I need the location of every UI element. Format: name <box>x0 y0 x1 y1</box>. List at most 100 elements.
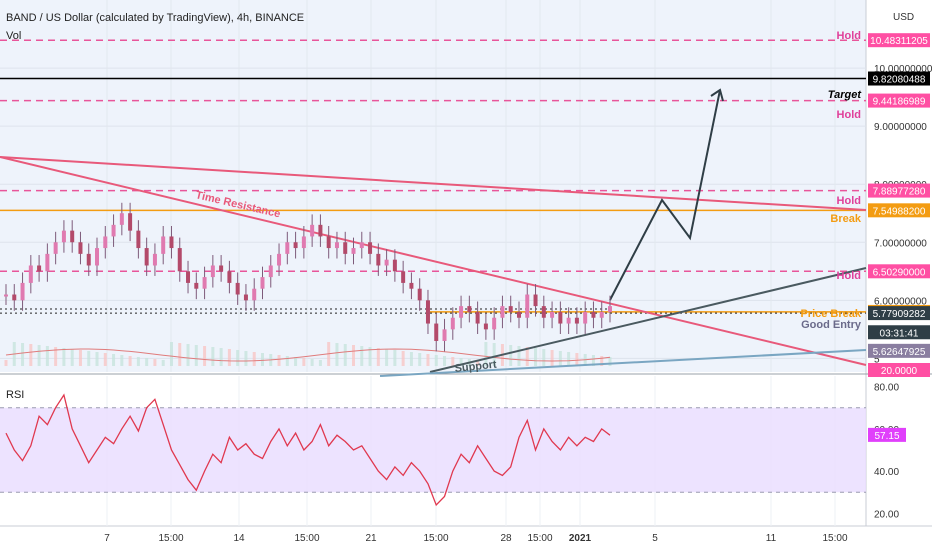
rsi-tick-label: 40.00 <box>874 467 899 478</box>
price-label-text: 7.88977280 <box>873 187 926 198</box>
annotation-hold-2: Hold <box>837 109 861 121</box>
price-tick-label: 5 <box>874 354 880 365</box>
upper-resistance-line <box>0 156 867 211</box>
volume-bar <box>401 351 405 366</box>
candle-body <box>12 294 17 301</box>
time-tick-label: 21 <box>365 533 377 544</box>
candle-body <box>235 282 240 295</box>
price-label-box <box>868 363 930 377</box>
candle-body <box>566 317 571 324</box>
annotation-hold-1: Hold <box>837 30 861 42</box>
volume-bar <box>21 343 25 366</box>
volume-bar <box>509 345 513 366</box>
candle-body <box>351 248 356 254</box>
candle-body <box>70 230 75 243</box>
time-tick-label: 11 <box>766 533 777 544</box>
price-label-text: 20.0000 <box>881 366 918 377</box>
rsi-current-text: 57.15 <box>874 431 899 442</box>
time-tick-label: 28 <box>500 533 512 544</box>
rsi-indicator <box>0 393 866 507</box>
volume-label: Vol <box>6 30 21 42</box>
volume-bar <box>492 343 496 366</box>
volume-bar <box>534 348 538 366</box>
price-label-hold-top: 10.48311205 <box>868 33 930 48</box>
volume-bar <box>542 349 546 366</box>
volume-bar <box>37 345 41 366</box>
volume-bar <box>294 357 298 366</box>
annotation-break: Break <box>830 213 861 225</box>
candle-body <box>583 311 588 324</box>
support-trend-line <box>429 267 867 373</box>
rsi-label: RSI <box>6 389 24 401</box>
candle-body <box>144 248 149 266</box>
volume-bar <box>78 350 82 366</box>
candle-body <box>475 311 480 324</box>
candle-body <box>467 306 472 312</box>
trend-lines <box>0 88 867 377</box>
volume-bar <box>302 358 306 366</box>
volume-bar <box>310 359 314 366</box>
candle-body <box>541 306 546 318</box>
candle-body <box>61 230 66 243</box>
candle-body <box>268 265 273 278</box>
candle-body <box>525 294 530 318</box>
price-label-text: 03:31:41 <box>880 328 919 339</box>
volume-bar <box>285 356 289 366</box>
annotation-target: Target <box>828 89 863 101</box>
volume-bar <box>211 347 215 366</box>
candle-body <box>492 317 497 330</box>
candle-body <box>277 253 282 266</box>
candle-body <box>550 311 555 318</box>
candle-body <box>86 253 91 266</box>
price-label-text: 7.54988200 <box>873 206 926 217</box>
candle-body <box>53 242 58 254</box>
volume-bar <box>260 353 264 366</box>
candle-body <box>425 300 430 324</box>
time-axis[interactable]: 7 15:00 14 15:00 21 15:00 28 15:00 2021 5 11 15:00 <box>104 533 848 544</box>
chart-title: BAND / US Dollar (calculated by TradingV… <box>6 12 304 24</box>
projection-arrowhead <box>710 88 724 102</box>
volume-bar <box>443 356 447 366</box>
volume-bar <box>426 354 430 366</box>
candle-body <box>28 265 33 283</box>
candle-body <box>186 271 191 283</box>
volume-bar <box>4 360 8 366</box>
volume-bar <box>567 352 571 366</box>
candle-body <box>103 236 108 249</box>
price-tick-label: 9.00000000 <box>874 122 927 133</box>
rsi-tick-label: 20.00 <box>874 509 899 520</box>
volume-bar <box>608 357 612 366</box>
candle-body <box>219 265 224 272</box>
volume-bar <box>178 343 182 366</box>
candle-body <box>318 224 323 237</box>
candle-body <box>119 213 124 225</box>
volume-bar <box>70 349 74 366</box>
candle-body <box>95 248 100 266</box>
price-label-box <box>868 93 930 108</box>
lower-support-line <box>379 349 867 377</box>
price-label-target: 9.82080488 <box>868 71 930 86</box>
volume-bar <box>169 342 173 366</box>
price-tick-label: 6.00000000 <box>874 296 927 307</box>
time-tick-label: 15:00 <box>423 533 448 544</box>
candle-body <box>4 294 8 297</box>
volume-bar <box>368 347 372 366</box>
price-label-box <box>868 71 930 86</box>
annotation-hold-3: Hold <box>837 195 861 207</box>
volume-bar <box>409 352 413 366</box>
time-tick-label: 5 <box>652 533 658 544</box>
candle-body <box>384 259 389 266</box>
candle-body <box>227 271 232 283</box>
price-tick-label: 7.00000000 <box>874 238 927 249</box>
candle-body <box>368 242 373 254</box>
volume-bar <box>45 346 49 366</box>
rsi-tick-label: 80.00 <box>874 383 899 394</box>
candle-body <box>293 242 298 249</box>
candle-body <box>359 242 364 249</box>
rsi-current-label: 57.15 <box>868 427 906 442</box>
volume-bar <box>484 342 488 366</box>
candle-body <box>500 306 505 318</box>
time-tick-label: 15:00 <box>158 533 183 544</box>
price-series <box>4 202 612 352</box>
